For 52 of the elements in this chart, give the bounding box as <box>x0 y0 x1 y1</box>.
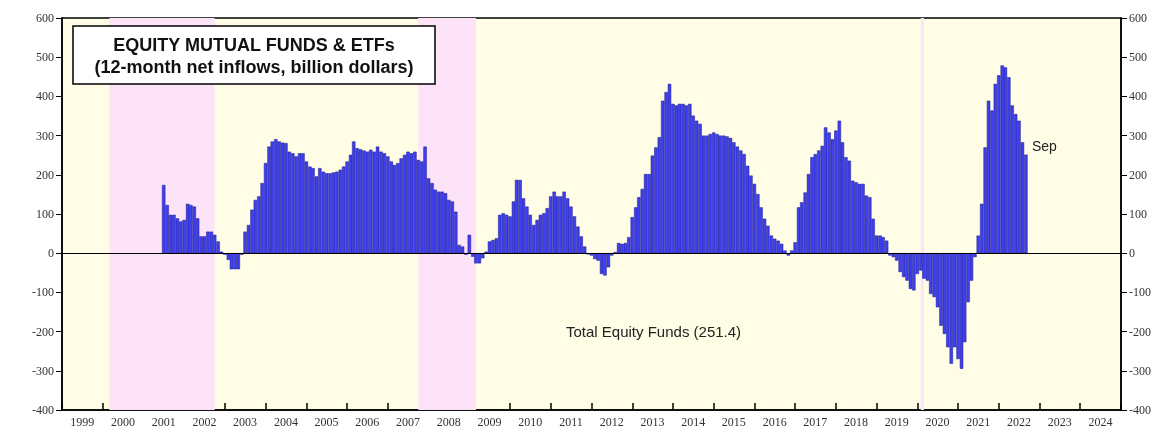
x-tick-label: 2013 <box>640 415 665 429</box>
x-tick-label: 2017 <box>803 415 828 429</box>
x-tick-label: 2011 <box>559 415 583 429</box>
x-tick-label: 2002 <box>192 415 217 429</box>
x-tick-label: 2024 <box>1088 415 1113 429</box>
x-tick-label: 2005 <box>314 415 339 429</box>
y2-tick-label: 500 <box>1129 50 1147 65</box>
y-tick-label: -400 <box>32 403 54 417</box>
x-tick-label: 2018 <box>844 415 869 429</box>
annotation: Total Equity Funds (251.4) <box>566 323 742 340</box>
y2-tick-label: -300 <box>1129 363 1151 378</box>
x-tick-label: 1999 <box>70 415 95 429</box>
y-tick-label: 400 <box>36 89 54 104</box>
x-tick-label: 2001 <box>151 415 176 429</box>
text: EQUITY MUTUAL FUNDS & ETFs <box>113 35 395 55</box>
y-tick-label: -200 <box>32 324 54 339</box>
y-tick-label: -100 <box>32 285 54 300</box>
x-tick-label: 2015 <box>721 415 746 429</box>
y2-tick-label: 400 <box>1129 89 1147 104</box>
y2-tick-label: -200 <box>1129 324 1151 339</box>
y2-tick-label: -100 <box>1129 285 1151 300</box>
y-tick-label: 300 <box>36 128 54 143</box>
x-tick-label: 2007 <box>396 415 421 429</box>
x-tick-label: 2020 <box>925 415 950 429</box>
y-tick-label: 200 <box>36 167 54 182</box>
y-tick-label: 600 <box>36 11 54 25</box>
y2-tick-label: 600 <box>1129 11 1147 25</box>
x-tick-label: 2021 <box>966 415 991 429</box>
text: (12-month net inflows, billion dollars) <box>94 57 414 77</box>
x-tick-label: 2008 <box>436 415 461 429</box>
x-tick-label: 2003 <box>233 415 258 429</box>
x-tick-label: 2009 <box>477 415 502 429</box>
y-tick-label: 0 <box>48 246 54 261</box>
y2-tick-label: 100 <box>1129 207 1147 221</box>
annotation: Sep <box>1031 137 1058 154</box>
x-tick-label: 2010 <box>518 415 543 429</box>
x-tick-label: 2012 <box>599 415 624 429</box>
x-tick-label: 2006 <box>355 415 380 429</box>
x-tick-label: 2016 <box>762 415 787 429</box>
y2-tick-label: 200 <box>1129 167 1147 182</box>
x-tick-label: 2004 <box>273 415 298 429</box>
x-tick-label: 2014 <box>681 415 706 429</box>
x-tick-label: 2019 <box>884 415 909 429</box>
y-tick-label: 100 <box>36 207 54 221</box>
x-tick-label: 2000 <box>111 415 135 429</box>
y2-tick-label: -400 <box>1129 403 1151 417</box>
y-tick-label: 500 <box>36 50 54 65</box>
y2-tick-label: 0 <box>1129 246 1135 261</box>
x-tick-label: 2022 <box>1006 415 1031 429</box>
y-tick-label: -300 <box>32 363 54 378</box>
x-tick-label: 2023 <box>1047 415 1072 429</box>
y2-tick-label: 300 <box>1129 128 1147 143</box>
